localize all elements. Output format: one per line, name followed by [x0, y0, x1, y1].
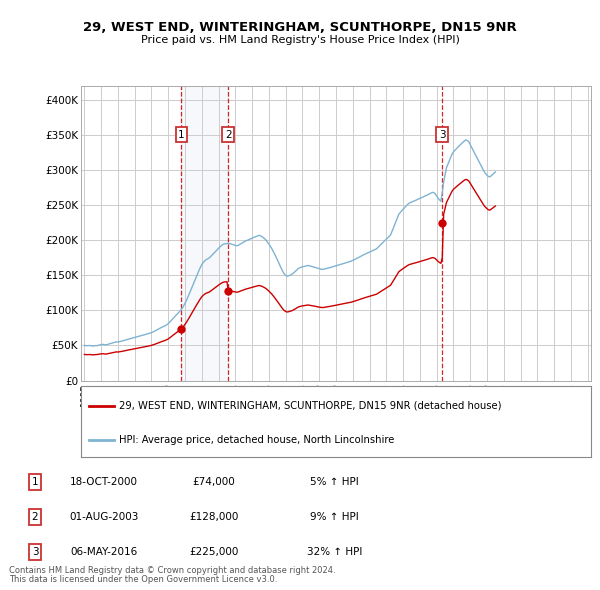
Text: 18-OCT-2000: 18-OCT-2000 [70, 477, 138, 487]
Text: 1: 1 [178, 130, 185, 140]
Text: £74,000: £74,000 [192, 477, 235, 487]
Text: 29, WEST END, WINTERINGHAM, SCUNTHORPE, DN15 9NR (detached house): 29, WEST END, WINTERINGHAM, SCUNTHORPE, … [119, 401, 502, 411]
Text: 32% ↑ HPI: 32% ↑ HPI [307, 547, 362, 557]
Bar [181, 86, 228, 381]
Text: HPI: Average price, detached house, North Lincolnshire: HPI: Average price, detached house, Nort… [119, 435, 395, 444]
Text: 06-MAY-2016: 06-MAY-2016 [71, 547, 138, 557]
Text: This data is licensed under the Open Government Licence v3.0.: This data is licensed under the Open Gov… [9, 575, 277, 584]
Text: 3: 3 [439, 130, 446, 140]
Text: 5% ↑ HPI: 5% ↑ HPI [310, 477, 359, 487]
Text: 3: 3 [32, 547, 38, 557]
Text: £225,000: £225,000 [189, 547, 238, 557]
Text: Contains HM Land Registry data © Crown copyright and database right 2024.: Contains HM Land Registry data © Crown c… [9, 566, 335, 575]
Text: 2: 2 [32, 512, 38, 522]
Text: 2: 2 [225, 130, 232, 140]
Text: 1: 1 [32, 477, 38, 487]
Text: 29, WEST END, WINTERINGHAM, SCUNTHORPE, DN15 9NR: 29, WEST END, WINTERINGHAM, SCUNTHORPE, … [83, 21, 517, 34]
Text: £128,000: £128,000 [189, 512, 238, 522]
Text: Price paid vs. HM Land Registry's House Price Index (HPI): Price paid vs. HM Land Registry's House … [140, 35, 460, 45]
Text: 01-AUG-2003: 01-AUG-2003 [70, 512, 139, 522]
Text: 9% ↑ HPI: 9% ↑ HPI [310, 512, 359, 522]
